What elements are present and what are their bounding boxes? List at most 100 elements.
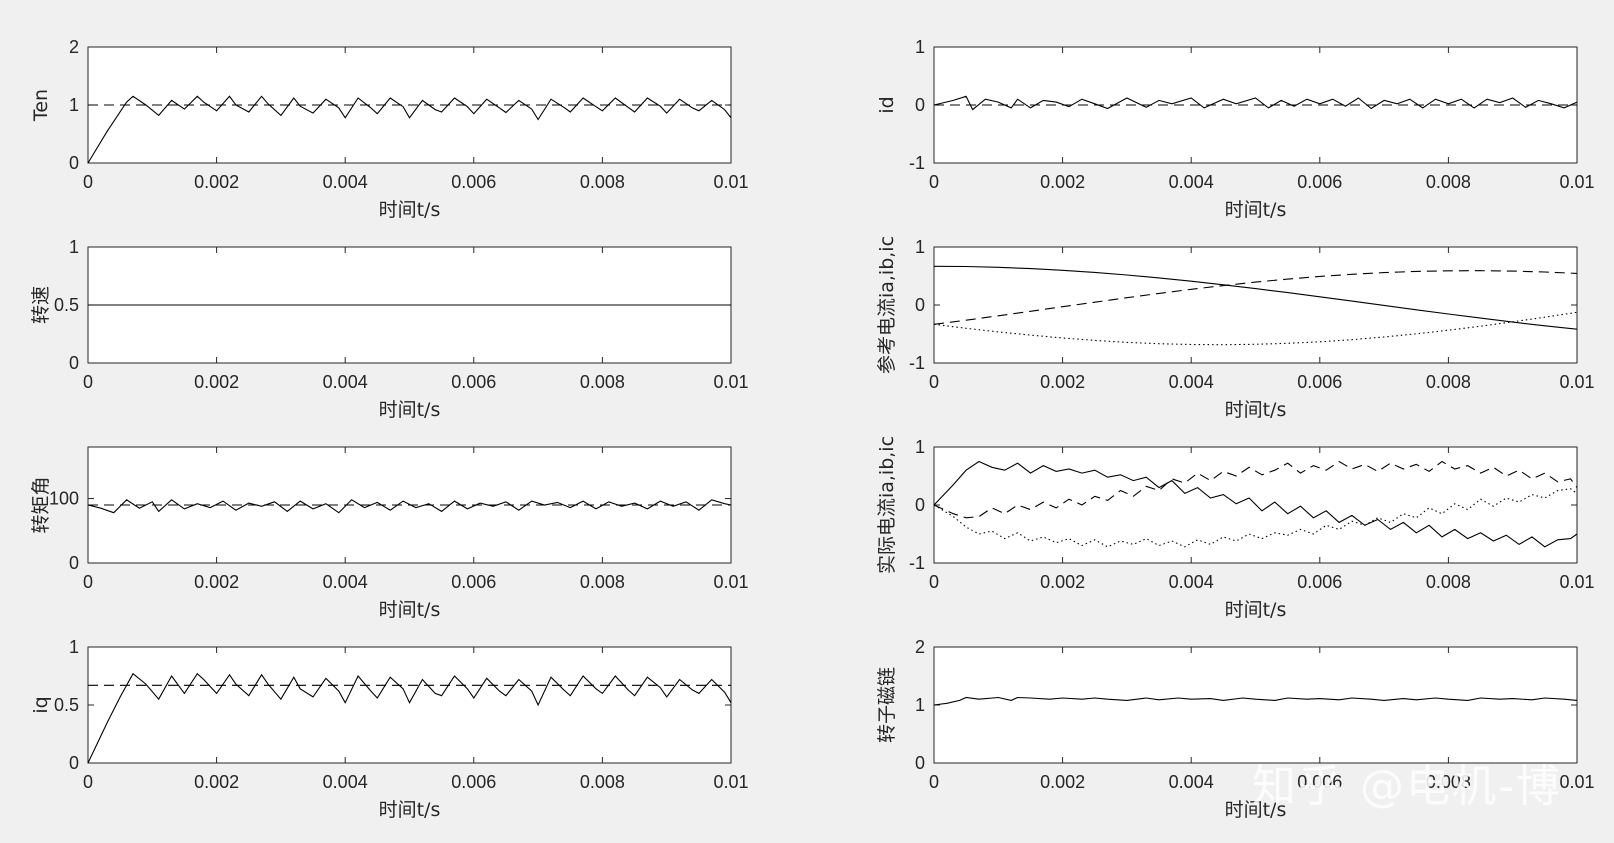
y-tick-label: 1	[915, 237, 925, 257]
x-axis-label: 时间t/s	[379, 599, 441, 621]
subplot-1: 0 0.002 0.004 0.006 0.008 0.01 0 1 2 时间t/s Ten	[30, 37, 749, 221]
x-tick-label: 0	[83, 372, 93, 392]
x-tick-label: 0.006	[1297, 772, 1342, 792]
x-tick-label: 0.006	[451, 572, 496, 592]
y-tick-label: 0	[69, 553, 79, 573]
y-tick-label: 1	[69, 95, 79, 115]
y-tick-label: 1	[915, 437, 925, 457]
y-tick-label: 1	[69, 237, 79, 257]
y-tick-label: 0	[915, 495, 925, 515]
x-tick-label: 0	[83, 172, 93, 192]
x-tick-label: 0.008	[580, 372, 625, 392]
x-tick-label: 0.004	[323, 572, 368, 592]
subplot-6: 0 0.002 0.004 0.006 0.008 0.01-101时间t/s实际电流ia…	[876, 436, 1595, 621]
x-tick-label: 0.008	[580, 772, 625, 792]
y-axis-label: 实际电流ia,ib,ic	[876, 436, 898, 574]
x-tick-label: 0.004	[1169, 572, 1214, 592]
subplot-3: 0 0.002 0.004 0.006 0.008 0.01 0 0.5 1 时间t/s 转速	[30, 237, 749, 421]
plot-area	[933, 646, 1578, 764]
y-tick-label: 0	[915, 753, 925, 773]
x-tick-label: 0	[83, 572, 93, 592]
x-axis-label: 时间t/s	[1225, 599, 1287, 621]
plot-area	[933, 246, 1578, 364]
y-tick-label: -1	[909, 353, 925, 373]
y-tick-label: -1	[909, 553, 925, 573]
y-tick-label: 0	[69, 753, 79, 773]
plot-area	[87, 646, 732, 764]
x-tick-label: 0	[929, 772, 939, 792]
x-tick-label: 0.002	[1040, 372, 1085, 392]
x-tick-label: 0.006	[1297, 572, 1342, 592]
series-1-line	[87, 672, 732, 764]
x-tick-label: 0.002	[194, 572, 239, 592]
y-tick-label: -1	[909, 153, 925, 173]
x-tick-label: 0.002	[1040, 772, 1085, 792]
x-tick-label: 0.01	[713, 172, 748, 192]
x-tick-label: 0.006	[451, 772, 496, 792]
y-tick-label: 2	[915, 637, 925, 657]
y-tick-label: 0	[915, 295, 925, 315]
y-axis-label: id	[876, 96, 898, 113]
series-1-line	[933, 95, 1578, 111]
x-tick-label: 0.01	[1559, 372, 1594, 392]
x-tick-label: 0.006	[451, 172, 496, 192]
y-axis-label: 转子磁链	[876, 667, 898, 743]
x-tick-label: 0.002	[194, 372, 239, 392]
y-tick-label: 0	[69, 353, 79, 373]
x-tick-label: 0.004	[323, 172, 368, 192]
y-tick-label: 1	[69, 637, 79, 657]
y-tick-label: 0	[69, 153, 79, 173]
x-tick-label: 0.008	[580, 172, 625, 192]
x-tick-label: 0.002	[1040, 172, 1085, 192]
x-tick-label: 0.01	[713, 372, 748, 392]
x-tick-label: 0.002	[194, 172, 239, 192]
y-axis-label: 转速	[30, 286, 52, 324]
x-tick-label: 0.008	[1426, 772, 1471, 792]
x-tick-label: 0.006	[451, 372, 496, 392]
x-tick-label: 0	[929, 572, 939, 592]
x-tick-label: 0.002	[1040, 572, 1085, 592]
x-tick-label: 0.008	[1426, 572, 1471, 592]
series-1-line	[87, 499, 732, 514]
x-axis-label: 时间t/s	[379, 199, 441, 221]
x-tick-label: 0.008	[1426, 172, 1471, 192]
y-axis-label: 转矩角	[30, 476, 52, 533]
x-tick-label: 0	[83, 772, 93, 792]
y-tick-label: 0.5	[54, 295, 79, 315]
y-tick-label: 0.5	[54, 695, 79, 715]
x-tick-label: 0.004	[1169, 172, 1214, 192]
y-axis-label: 参考电流ia,ib,ic	[876, 236, 898, 374]
series-1-line	[933, 460, 1578, 548]
series-1-line	[87, 95, 732, 164]
subplot-4: 0 0.002 0.004 0.006 0.008 0.01-101时间t/s参考电流ia…	[876, 236, 1595, 421]
x-tick-label: 0.004	[1169, 772, 1214, 792]
y-tick-label: 1	[915, 695, 925, 715]
x-axis-label: 时间t/s	[1225, 399, 1287, 421]
watermark: 知乎 @电机-博	[1252, 761, 1562, 812]
x-tick-label: 0.006	[1297, 372, 1342, 392]
subplot-5: 0 0.002 0.004 0.006 0.008 0.01 0 100 时间t/s 转矩角	[30, 446, 749, 621]
series-2-line	[933, 270, 1578, 325]
x-tick-label: 0.008	[1426, 372, 1471, 392]
series-2-line	[933, 460, 1578, 519]
x-tick-label: 0.01	[713, 572, 748, 592]
x-tick-label: 0.01	[1559, 772, 1594, 792]
x-tick-label: 0.01	[1559, 172, 1594, 192]
y-axis-label: Ten	[30, 89, 52, 122]
y-tick-label: 0	[915, 95, 925, 115]
y-tick-label: 2	[69, 37, 79, 57]
series-3-line	[933, 488, 1578, 548]
subplot-7: 0 0.002 0.004 0.006 0.008 0.01 0 0.5 1 时间t/s iq	[30, 637, 749, 821]
subplot-8: 0 0.002 0.004 0.006 0.008 0.01 0 1 2 时间t/s 转子磁链	[876, 637, 1595, 821]
x-tick-label: 0.004	[323, 372, 368, 392]
y-tick-label: 100	[49, 489, 79, 509]
x-axis-label: 时间t/s	[379, 799, 441, 821]
x-axis-label: 时间t/s	[379, 399, 441, 421]
x-tick-label: 0.004	[323, 772, 368, 792]
x-tick-label: 0	[929, 172, 939, 192]
y-tick-label: 1	[915, 37, 925, 57]
x-axis-label: 时间t/s	[1225, 799, 1287, 821]
x-tick-label: 0.01	[1559, 572, 1594, 592]
